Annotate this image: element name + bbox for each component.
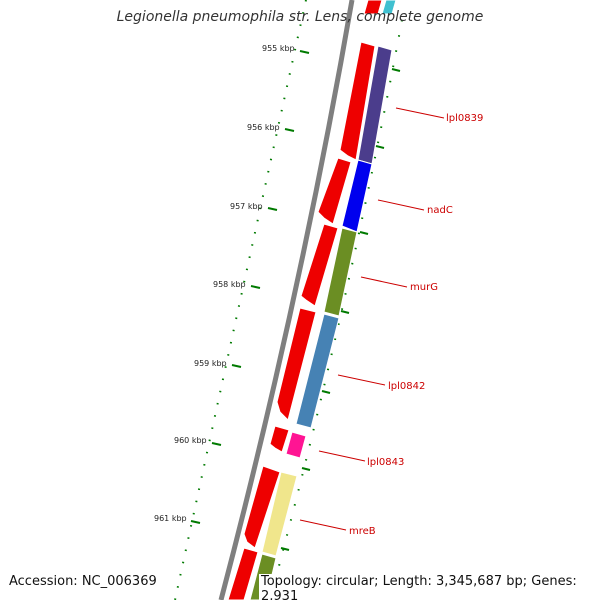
kbp-ticks: 955 kbp 956 kbp 957 kbp 958 kbp 959 kbp … [154,44,310,524]
map-title: Legionella pneumophila str. Lens, comple… [116,9,484,25]
kbp-tick-mark [190,520,201,524]
gene-leader-line [395,107,445,119]
gene-leader-line [377,199,425,211]
gene-label-lpl0842: lpl0842 [388,381,425,392]
reverse-strand [249,0,397,600]
inner-tick-mark [391,68,401,72]
gene-unlabeled [381,0,397,15]
gene-label-lpl0843: lpl0843 [367,457,404,468]
inner-tick-marks [280,68,401,551]
forward-gene-arrow [317,157,352,225]
forward-gene-arrow [363,0,383,15]
kbp-tick-mark [267,207,278,211]
forward-gene-arrow [276,307,317,421]
accession-label: Accession: NC_006369 [7,574,159,589]
gene-leader-line [318,450,366,462]
kbp-tick-label: 957 kbp [230,202,263,211]
gene-leader-line [337,374,386,386]
inner-tick-mark [340,310,350,314]
gene-label-nadC: nadC [427,205,453,216]
forward-gene-arrow [269,425,290,453]
forward-gene-arrow [300,223,339,307]
kbp-tick-label: 955 kbp [262,44,295,53]
gene-label-lpl0839: lpl0839 [446,113,483,124]
kbp-tick-mark [299,50,310,54]
kbp-tick-mark [231,364,242,368]
kbp-tick-mark [211,442,222,446]
gene-lpl0843 [285,431,307,459]
genome-backbone-highlight [225,0,357,600]
gene-lpl0842 [295,313,340,429]
kbp-tick-mark [284,128,295,132]
kbp-tick-label: 958 kbp [213,280,246,289]
inner-tick-mark [280,547,290,551]
kbp-tick-label: 961 kbp [154,514,187,523]
forward-gene-arrow [243,465,281,549]
forward-gene-arrow [339,41,376,161]
kbp-tick-mark [250,285,261,289]
forward-strand [227,0,383,600]
inner-tick-mark [301,467,311,471]
topology-label: Topology: circular; Length: 3,345,687 bp… [259,574,600,600]
kbp-tick-label: 959 kbp [194,359,227,368]
gene-mreB [261,471,298,557]
forward-gene-arrow [227,547,259,600]
gene-leader-line [299,519,347,531]
gene-label-mreB: mreB [349,526,376,537]
gene-leader-line [360,276,408,288]
gene-murG [323,227,358,317]
inner-tick-mark [375,145,385,149]
kbp-tick-label: 956 kbp [247,123,280,132]
kbp-tick-label: 960 kbp [174,436,207,445]
gene-labels: lpl0839 nadC murG lpl0842 lpl0843 mreB [299,107,483,537]
gene-label-murG: murG [410,282,438,293]
inner-tick-mark [321,390,331,394]
inner-tick-mark [359,231,369,235]
genome-backbone [218,0,355,600]
